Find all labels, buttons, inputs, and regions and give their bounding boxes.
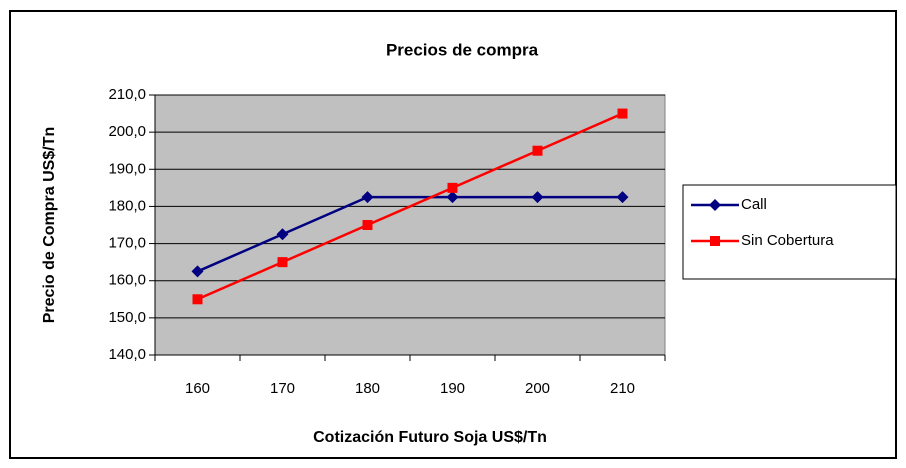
marker — [709, 199, 721, 211]
x-tick-label: 180 — [355, 380, 380, 397]
y-tick-label: 160,0 — [108, 272, 146, 289]
marker — [191, 265, 204, 278]
legend-label: Sin Cobertura — [741, 232, 834, 249]
x-tick-label: 170 — [270, 380, 295, 397]
marker — [446, 191, 459, 204]
series-line — [196, 195, 623, 273]
y-axis-title: Precio de Compra US$/Tn — [41, 127, 58, 324]
marker — [362, 220, 373, 230]
marker — [616, 191, 629, 204]
plot-area — [154, 94, 666, 356]
marker — [532, 145, 543, 156]
y-tick-label: 150,0 — [108, 309, 146, 326]
y-tick-label: 170,0 — [108, 235, 146, 252]
legend-box — [682, 184, 897, 280]
legend-label: Call — [741, 196, 767, 213]
chart-title: Precios de compra — [386, 40, 539, 59]
x-tick-label: 160 — [185, 380, 210, 397]
marker — [531, 191, 544, 204]
y-tick-label: 210,0 — [108, 86, 146, 103]
marker — [617, 108, 628, 119]
x-tick-label: 210 — [610, 380, 635, 397]
marker — [361, 191, 374, 204]
marker — [192, 294, 203, 305]
series-line — [196, 112, 624, 301]
x-axis-title: Cotización Futuro Soja US$/Tn — [313, 429, 547, 446]
y-tick-label: 200,0 — [108, 123, 146, 140]
marker — [447, 182, 458, 193]
x-tick-label: 190 — [440, 380, 465, 397]
x-tick-label: 200 — [525, 380, 550, 397]
marker — [276, 228, 289, 241]
y-tick-label: 190,0 — [108, 160, 146, 177]
y-tick-label: 180,0 — [108, 197, 146, 214]
y-tick-label: 140,0 — [108, 346, 146, 363]
marker — [277, 257, 288, 268]
marker — [710, 236, 720, 246]
